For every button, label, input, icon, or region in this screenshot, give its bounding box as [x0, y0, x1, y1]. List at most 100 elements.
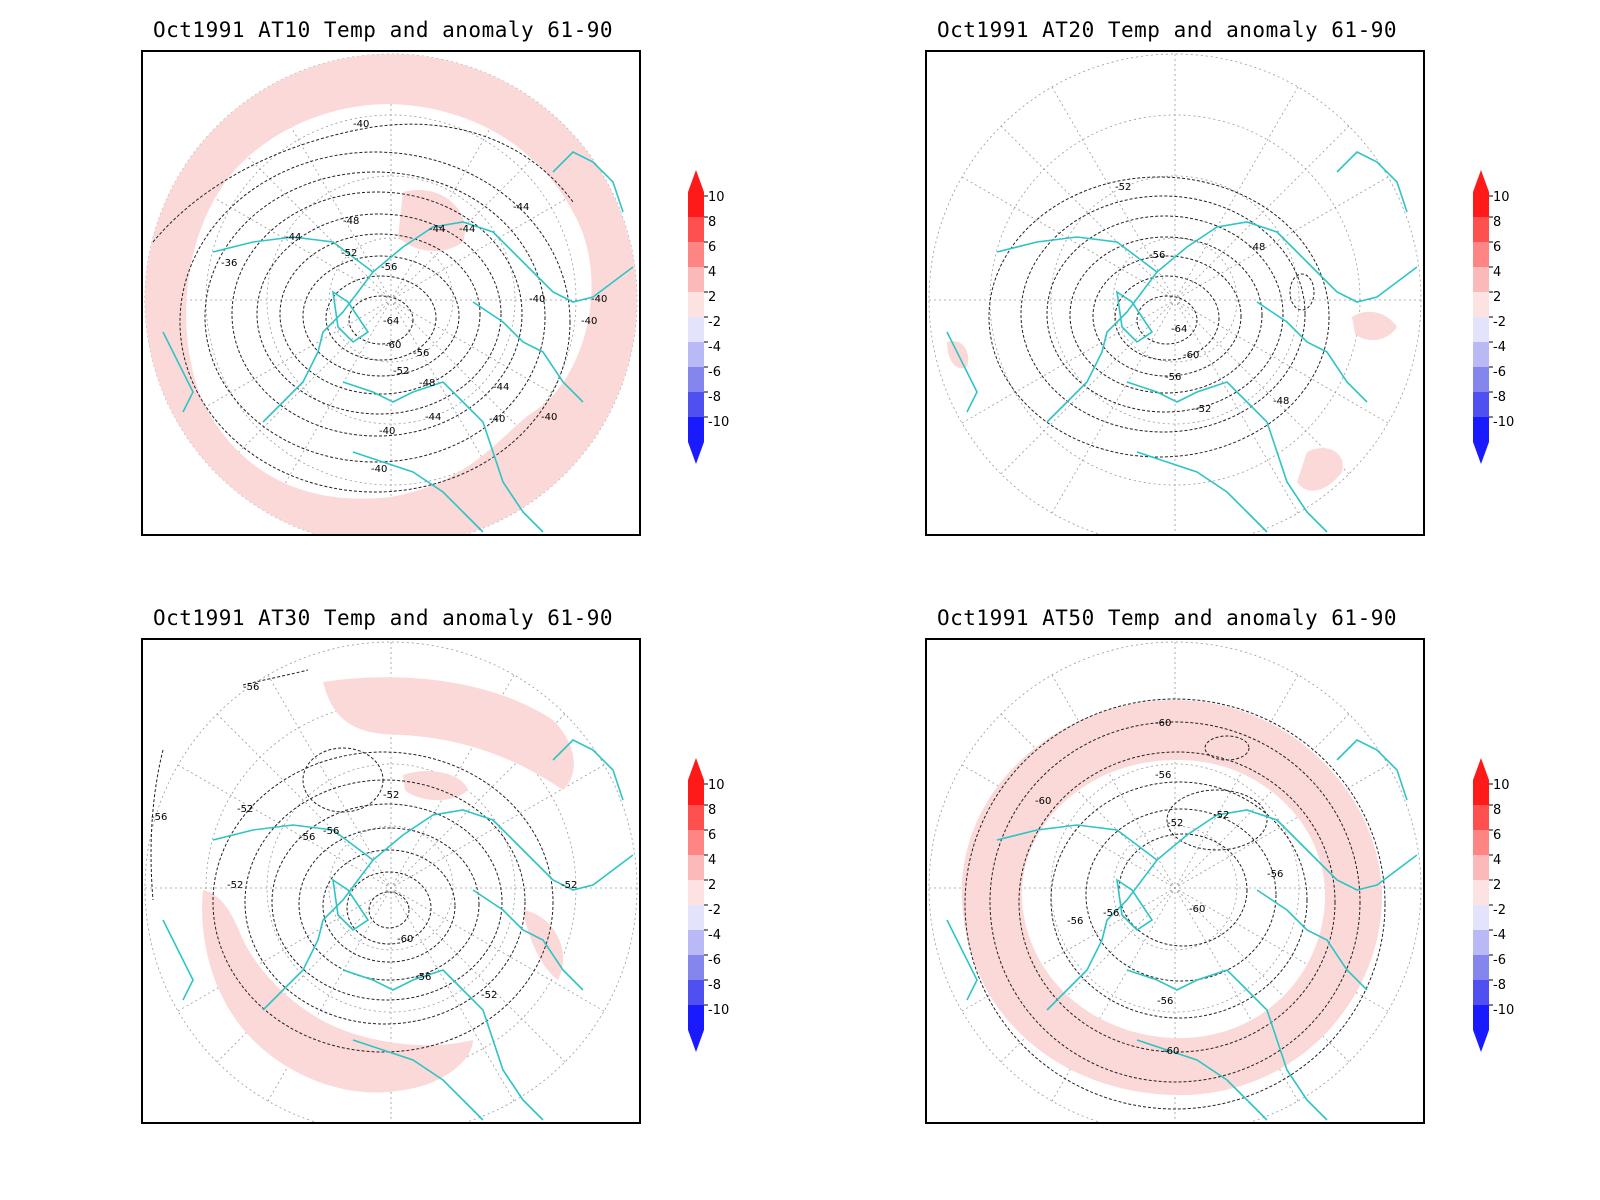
panel-title-at50: Oct1991 AT50 Temp and anomaly 61-90 [937, 606, 1398, 630]
contour-label: -40 [353, 119, 369, 130]
contour-label: -52 [1195, 404, 1211, 415]
contour-label: -60 [1189, 904, 1205, 915]
colorbar-segment [688, 980, 704, 1005]
colorbar-segment [1473, 980, 1489, 1005]
colorbar-segment [688, 367, 704, 392]
contour-label: -64 [1171, 324, 1187, 335]
colorbar-segment [1473, 1005, 1489, 1030]
colorbar-segment [688, 242, 704, 267]
colorbar-label: -6 [708, 953, 721, 968]
colorbar-label: 10 [708, 778, 725, 793]
contour-label: -44 [285, 232, 301, 243]
colorbar-label: -8 [1493, 978, 1506, 993]
contours [152, 123, 574, 493]
colorbar-label: 8 [1493, 215, 1501, 230]
colorbar-segment [1473, 192, 1489, 217]
colorbar-label: -6 [1493, 365, 1506, 380]
colorbar-label: -4 [708, 928, 721, 943]
contour-label: -56 [1267, 869, 1283, 880]
colorbar-label: 6 [708, 240, 716, 255]
contour-label: -64 [383, 316, 399, 327]
contour-label: -48 [1249, 242, 1265, 253]
coastlines [946, 739, 1418, 1121]
panel-title-at20: Oct1991 AT20 Temp and anomaly 61-90 [937, 18, 1398, 42]
colorbar-label: 4 [708, 265, 716, 280]
anomaly-shading [144, 54, 637, 534]
lat-lon-grid [928, 53, 1422, 534]
colorbar-segment [1473, 930, 1489, 955]
contour-label: -56 [1149, 250, 1165, 261]
contour-label: -60 [385, 340, 401, 351]
colorbar-segment [688, 880, 704, 905]
colorbar-segment [1473, 905, 1489, 930]
contours [988, 176, 1330, 458]
colorbar-label: 6 [1493, 828, 1501, 843]
contour-label: -56 [323, 826, 339, 837]
colorbar-label: 8 [708, 803, 716, 818]
contour-labels-at20: -52 -56 -48 -64 -60 -56 -52 -48 [1115, 182, 1289, 415]
colorbar-label: 8 [1493, 803, 1501, 818]
contour-label: -56 [151, 812, 167, 823]
colorbar-top-arrow [1473, 170, 1489, 192]
colorbar-label: 10 [708, 190, 725, 205]
panel-title-at10: Oct1991 AT10 Temp and anomaly 61-90 [153, 18, 614, 42]
colorbar-label: -2 [1493, 903, 1506, 918]
contour-label: -40 [489, 414, 505, 425]
contour-label: -48 [1273, 396, 1289, 407]
colorbar-label: -8 [708, 390, 721, 405]
polar-map-at30: -56 -56 -52 -52 -56 -56 -52 -60 -56 -52 … [144, 641, 638, 1122]
colorbar-segment [688, 217, 704, 242]
colorbar-segment [1473, 780, 1489, 805]
contour-label: -52 [393, 366, 409, 377]
contour-label: -52 [227, 880, 243, 891]
colorbar-label: 2 [708, 878, 716, 893]
colorbar-segment [1473, 830, 1489, 855]
colorbar-segment [1473, 392, 1489, 417]
contour-label: -56 [1165, 372, 1181, 383]
colorbar-segment [688, 417, 704, 442]
contour-label: -52 [561, 880, 577, 891]
contour-label: -60 [397, 934, 413, 945]
colorbar-segment [1473, 417, 1489, 442]
contour-label: -60 [1035, 796, 1051, 807]
contour-label: -52 [341, 248, 357, 259]
contour-label: -52 [237, 804, 253, 815]
colorbar-at10: 10 8 6 4 2 -2 -4 -6 -8 -10 [688, 170, 748, 464]
contour-label: -56 [413, 348, 429, 359]
contour-label: -40 [581, 316, 597, 327]
colorbar-label: -4 [1493, 928, 1506, 943]
colorbar-label: -6 [1493, 953, 1506, 968]
colorbar-svg: 10 8 6 4 2 -2 -4 -6 -8 -10 [1473, 170, 1514, 464]
contours [150, 669, 554, 1053]
colorbar-label: 2 [708, 290, 716, 305]
colorbar-label: -2 [708, 903, 721, 918]
contour-label: -52 [383, 790, 399, 801]
colorbar-label: -10 [708, 1003, 729, 1018]
polar-map-at50: -60 -56 -60 -52 -52 -56 -56 -56 -60 -56 … [928, 641, 1422, 1122]
colorbar-label: -6 [708, 365, 721, 380]
colorbar-segment [1473, 342, 1489, 367]
colorbar-label: 6 [1493, 240, 1501, 255]
contour-label: -56 [1155, 770, 1171, 781]
colorbar-top-arrow [688, 170, 704, 192]
colorbar-label: -10 [708, 415, 729, 430]
colorbar-segment [1473, 317, 1489, 342]
colorbar-segment [688, 292, 704, 317]
contour-label: -40 [591, 294, 607, 305]
contour-label: -56 [243, 682, 259, 693]
contours [964, 698, 1386, 1110]
colorbar-segment [688, 317, 704, 342]
contour-label: -56 [415, 972, 431, 983]
colorbar-at50: 10 8 6 4 2 -2 -4 -6 -8 -10 [1473, 758, 1533, 1052]
contour-label: -60 [1155, 718, 1171, 729]
colorbar-segment [688, 192, 704, 217]
contour-labels-at50: -60 -56 -60 -52 -52 -56 -56 -56 -60 -56 … [1035, 718, 1283, 1057]
colorbar-at30: 10 8 6 4 2 -2 -4 -6 -8 -10 [688, 758, 748, 1052]
colorbar-at20: 10 8 6 4 2 -2 -4 -6 -8 -10 [1473, 170, 1533, 464]
contour-label: -40 [379, 426, 395, 437]
colorbar-bottom-arrow [1473, 1030, 1489, 1052]
colorbar-segment [688, 1005, 704, 1030]
anomaly-shading [947, 311, 1397, 491]
colorbar-segment [688, 855, 704, 880]
colorbar-label: -4 [1493, 340, 1506, 355]
